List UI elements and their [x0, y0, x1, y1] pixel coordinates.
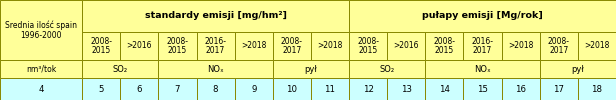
Text: SO₂: SO₂	[113, 64, 128, 74]
Text: SO₂: SO₂	[379, 64, 395, 74]
Bar	[540, 60, 616, 78]
Text: 4: 4	[38, 84, 44, 94]
Text: 18: 18	[591, 84, 602, 94]
Bar	[273, 60, 349, 78]
Bar	[120, 78, 158, 100]
Bar	[501, 32, 540, 60]
Bar	[425, 78, 463, 100]
Text: 9: 9	[251, 84, 256, 94]
Text: 12: 12	[363, 84, 374, 94]
Bar	[540, 78, 578, 100]
Bar	[463, 32, 501, 60]
Bar	[311, 78, 349, 100]
Text: 2016-
2017: 2016- 2017	[205, 37, 227, 55]
Text: 2008-
2017: 2008- 2017	[548, 37, 570, 55]
Bar	[0, 60, 82, 78]
Bar	[82, 32, 120, 60]
Bar	[578, 78, 616, 100]
Text: 15: 15	[477, 84, 488, 94]
Bar	[349, 0, 616, 32]
Text: 6: 6	[137, 84, 142, 94]
Text: 2008-
2015: 2008- 2015	[434, 37, 455, 55]
Text: nm³/tok: nm³/tok	[26, 64, 56, 74]
Text: pułapy emisji [Mg/rok]: pułapy emisji [Mg/rok]	[422, 12, 543, 20]
Text: >2018: >2018	[241, 42, 266, 50]
Bar	[158, 32, 197, 60]
Text: >2018: >2018	[508, 42, 533, 50]
Bar	[120, 32, 158, 60]
Text: pył: pył	[572, 64, 585, 74]
Text: 17: 17	[553, 84, 564, 94]
Bar	[82, 60, 158, 78]
Text: Srednia ilość spain
1996-2000: Srednia ilość spain 1996-2000	[5, 20, 77, 40]
Bar	[197, 78, 235, 100]
Text: 2008-
2015: 2008- 2015	[357, 37, 379, 55]
Text: 7: 7	[175, 84, 180, 94]
Bar	[0, 0, 82, 60]
Bar	[158, 60, 273, 78]
Bar	[82, 0, 349, 32]
Text: >2016: >2016	[394, 42, 419, 50]
Bar	[349, 32, 387, 60]
Text: NOₓ: NOₓ	[474, 64, 491, 74]
Text: standardy emisji [mg/hm²]: standardy emisji [mg/hm²]	[145, 12, 286, 20]
Bar	[425, 32, 463, 60]
Bar	[463, 78, 501, 100]
Bar	[0, 78, 82, 100]
Bar	[311, 32, 349, 60]
Bar	[273, 32, 311, 60]
Text: >2016: >2016	[126, 42, 152, 50]
Text: 2016-
2017: 2016- 2017	[471, 37, 493, 55]
Text: 5: 5	[99, 84, 104, 94]
Bar	[387, 78, 425, 100]
Bar	[501, 78, 540, 100]
Bar	[158, 78, 197, 100]
Bar	[540, 32, 578, 60]
Text: 13: 13	[401, 84, 411, 94]
Text: >2018: >2018	[317, 42, 342, 50]
Bar	[349, 60, 425, 78]
Text: 8: 8	[213, 84, 218, 94]
Text: 2008-
2015: 2008- 2015	[166, 37, 188, 55]
Bar	[235, 78, 273, 100]
Text: 2008-
2015: 2008- 2015	[90, 37, 112, 55]
Text: NOₓ: NOₓ	[207, 64, 224, 74]
Text: 10: 10	[286, 84, 298, 94]
Text: 16: 16	[515, 84, 526, 94]
Bar	[235, 32, 273, 60]
Bar	[349, 78, 387, 100]
Text: >2018: >2018	[584, 42, 610, 50]
Text: 2008-
2017: 2008- 2017	[281, 37, 303, 55]
Bar	[425, 60, 540, 78]
Bar	[82, 78, 120, 100]
Bar	[387, 32, 425, 60]
Text: pył: pył	[304, 64, 317, 74]
Bar	[273, 78, 311, 100]
Bar	[578, 32, 616, 60]
Text: 11: 11	[325, 84, 336, 94]
Bar	[197, 32, 235, 60]
Text: 14: 14	[439, 84, 450, 94]
